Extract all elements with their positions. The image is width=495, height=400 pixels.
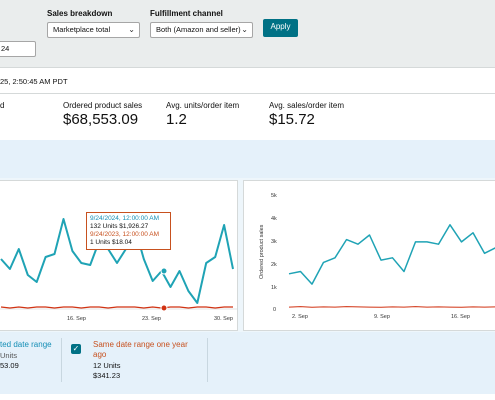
apply-button[interactable]: Apply	[263, 19, 298, 37]
sales-breakdown-select[interactable]: Marketplace total ⌄	[47, 22, 140, 38]
tooltip-current-values: 132 Units $1,926.27	[90, 223, 149, 230]
current-period-series	[0, 218, 234, 304]
y-tick: 2k	[271, 262, 277, 268]
chevron-down-icon: ⌄	[128, 25, 135, 34]
fulfillment-channel-select[interactable]: Both (Amazon and seller) ⌄	[150, 22, 253, 38]
units-chart: 16. Sep 23. Sep 30. Sep	[0, 218, 237, 322]
chart-tooltip: 9/24/2024, 12:00:00 AM 132 Units $1,926.…	[86, 212, 171, 250]
prior-year-series	[288, 306, 495, 308]
hover-point-current[interactable]	[160, 267, 168, 275]
units-per-item-label: Avg. units/order item	[166, 101, 240, 110]
y-tick: 0	[273, 307, 276, 313]
legend-current-sales: 53.09	[0, 361, 19, 370]
legend-divider	[61, 338, 62, 382]
fulfillment-channel-value: Both (Amazon and seller)	[156, 25, 241, 34]
end-date-input[interactable]: 24	[0, 41, 36, 57]
metric-label-partial: d	[0, 101, 5, 110]
units-chart-panel: 16. Sep 23. Sep 30. Sep	[0, 180, 238, 331]
sales-chart: Ordered product sales 5k 4k 3k 2k 1k 0 2…	[259, 193, 495, 320]
hover-point-prior[interactable]	[160, 304, 168, 312]
legend-area	[0, 332, 495, 394]
legend-prior-units: 12 Units	[93, 361, 121, 370]
x-tick: 2. Sep	[292, 314, 308, 320]
x-tick: 23. Sep	[142, 316, 161, 322]
legend-current-label: ted date range	[0, 340, 52, 349]
divider	[0, 93, 495, 94]
x-tick: 16. Sep	[451, 314, 470, 320]
y-tick: 5k	[271, 193, 277, 199]
legend-current-units: Units	[0, 351, 18, 360]
sales-breakdown-value: Marketplace total	[53, 25, 111, 34]
x-tick: 16. Sep	[67, 316, 86, 322]
sales-chart-panel: Ordered product sales 5k 4k 3k 2k 1k 0 2…	[243, 180, 495, 331]
y-tick: 4k	[271, 216, 277, 222]
chart-header-band	[0, 140, 495, 178]
tooltip-current-date: 9/24/2024, 12:00:00 AM	[90, 215, 160, 222]
ordered-sales-value: $68,553.09	[63, 111, 139, 128]
current-period-series	[288, 224, 495, 285]
x-tick: 30. Sep	[214, 316, 233, 322]
y-tick: 3k	[271, 239, 277, 245]
tooltip-prior-values: 1 Units $18.04	[90, 239, 132, 246]
prior-year-checkbox[interactable]: ✓	[71, 344, 81, 354]
last-updated-text: 25, 2:50:45 AM PDT	[0, 77, 68, 86]
sales-breakdown-label: Sales breakdown	[47, 9, 113, 18]
ordered-sales-label: Ordered product sales	[63, 101, 143, 110]
sales-per-item-value: $15.72	[269, 111, 315, 128]
y-tick: 1k	[271, 285, 277, 291]
prior-year-series	[0, 306, 233, 309]
units-per-item-value: 1.2	[166, 111, 187, 128]
tooltip-prior-date: 9/24/2023, 12:00:00 AM	[90, 231, 160, 238]
legend-divider	[207, 338, 208, 382]
x-tick: 9. Sep	[374, 314, 390, 320]
legend-prior-label-line1: Same date range one year	[93, 340, 188, 349]
sales-per-item-label: Avg. sales/order item	[269, 101, 344, 110]
legend-prior-sales: $341.23	[93, 371, 121, 380]
legend-prior-label-line2: ago	[93, 350, 107, 359]
chevron-down-icon: ⌄	[241, 25, 248, 34]
y-axis-label: Ordered product sales	[259, 224, 265, 279]
fulfillment-channel-label: Fulfillment channel	[150, 9, 223, 18]
end-date-value: 24	[1, 44, 10, 53]
